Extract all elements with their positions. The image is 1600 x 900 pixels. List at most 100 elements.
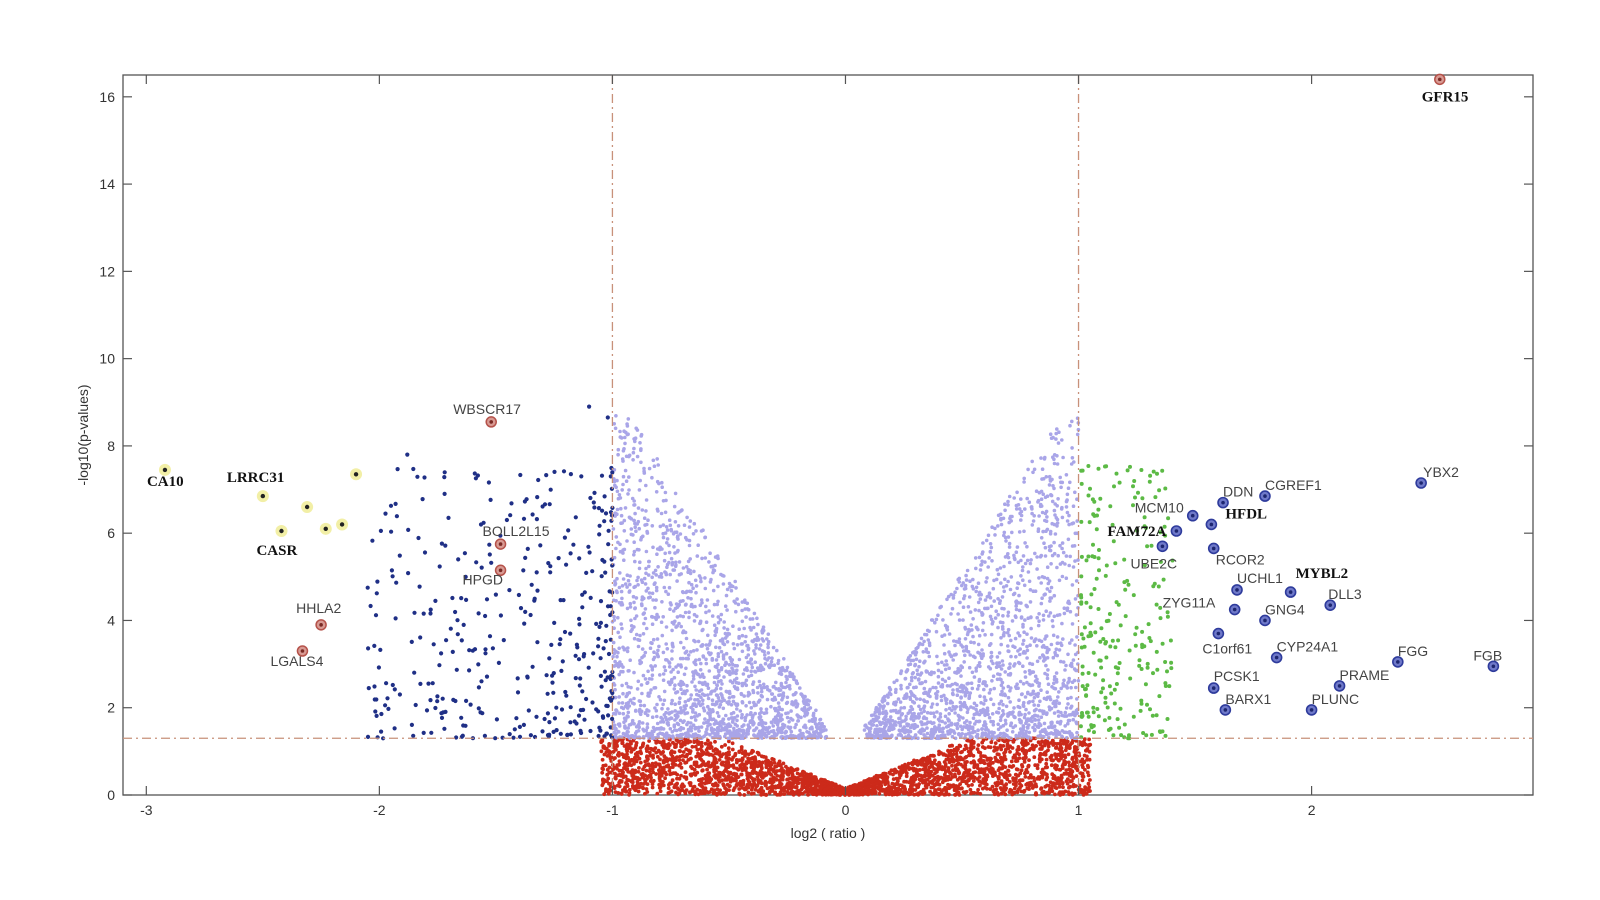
point-not-significant xyxy=(752,764,756,768)
point-not-significant xyxy=(713,757,718,762)
point-small-change xyxy=(913,675,917,680)
point-small-change xyxy=(951,658,955,662)
point-small-change xyxy=(807,719,812,723)
point-not-significant xyxy=(975,763,980,768)
point-not-significant xyxy=(740,757,744,762)
point-not-significant xyxy=(723,778,727,782)
point-not-significant xyxy=(713,775,718,780)
point-not-significant xyxy=(1081,793,1086,797)
point-not-significant xyxy=(960,750,964,754)
point-small-change xyxy=(1075,697,1079,701)
point-not-significant xyxy=(949,743,954,748)
point-not-significant xyxy=(1033,763,1038,768)
point-small-change xyxy=(1055,454,1059,458)
point-small-change xyxy=(651,598,655,602)
point-small-change xyxy=(712,623,717,627)
point-small-change xyxy=(727,696,732,700)
point-not-significant xyxy=(696,742,701,746)
point-small-change xyxy=(681,590,685,595)
point-small-change xyxy=(638,703,643,708)
point-small-change xyxy=(1014,615,1018,620)
point-not-significant xyxy=(923,784,928,788)
point-small-change xyxy=(633,511,637,516)
point-small-change xyxy=(691,532,696,536)
point-not-significant xyxy=(962,771,967,775)
point-not-significant xyxy=(993,755,998,760)
point-not-significant xyxy=(979,754,983,758)
point-not-significant xyxy=(959,757,963,761)
point-small-change xyxy=(715,665,719,670)
point-not-significant xyxy=(692,784,697,789)
point-small-change xyxy=(693,698,697,702)
point-small-change xyxy=(1043,545,1048,550)
point-small-change xyxy=(956,612,960,616)
point-not-significant xyxy=(1085,757,1089,762)
point-small-change xyxy=(708,580,713,584)
point-not-significant xyxy=(651,770,655,775)
point-small-change xyxy=(918,707,923,712)
point-small-change xyxy=(1061,660,1066,664)
point-not-significant xyxy=(1061,785,1065,790)
point-small-change xyxy=(1055,521,1060,525)
point-not-significant xyxy=(957,743,962,748)
point-small-change xyxy=(687,733,691,737)
point-not-significant xyxy=(819,785,824,790)
point-small-change xyxy=(760,694,764,699)
point-small-change xyxy=(685,689,689,693)
point-small-change xyxy=(769,720,774,724)
point-not-significant xyxy=(795,781,800,786)
point-small-change xyxy=(1040,467,1045,472)
point-not-significant xyxy=(907,766,912,770)
point-small-change xyxy=(1025,656,1029,660)
point-not-significant xyxy=(1063,789,1068,794)
point-small-change xyxy=(947,666,951,670)
point-not-significant xyxy=(772,769,776,774)
point-small-change xyxy=(766,632,771,636)
point-not-significant xyxy=(707,752,711,757)
point-small-change xyxy=(724,713,728,718)
point-small-change xyxy=(730,680,735,685)
point-small-change xyxy=(749,706,754,710)
point-small-change xyxy=(790,700,794,704)
point-small-change xyxy=(1059,485,1063,490)
point-not-significant xyxy=(773,791,777,796)
point-not-significant xyxy=(860,782,865,787)
point-small-change xyxy=(996,722,1000,727)
point-small-change xyxy=(999,699,1004,704)
point-small-change xyxy=(655,721,660,726)
point-not-significant xyxy=(641,775,645,780)
point-small-change xyxy=(644,509,648,513)
point-small-change xyxy=(674,691,678,695)
point-not-significant xyxy=(891,768,896,773)
point-small-change xyxy=(1047,548,1052,553)
point-small-change xyxy=(740,619,745,624)
point-not-significant xyxy=(996,759,1000,764)
point-not-significant xyxy=(1012,790,1017,795)
point-small-change xyxy=(632,540,636,544)
point-small-change xyxy=(642,621,646,626)
point-small-change xyxy=(1060,621,1064,626)
point-small-change xyxy=(732,678,737,682)
point-small-change xyxy=(632,553,636,557)
point-not-significant xyxy=(965,760,969,764)
point-not-significant xyxy=(617,759,622,764)
point-not-significant xyxy=(971,770,976,775)
point-small-change xyxy=(730,662,735,667)
point-not-significant xyxy=(602,746,607,751)
point-small-change xyxy=(664,642,668,646)
point-not-significant xyxy=(620,740,625,745)
point-not-significant xyxy=(1050,758,1055,763)
point-small-change xyxy=(893,720,898,724)
point-small-change xyxy=(1048,589,1052,594)
point-not-significant xyxy=(995,752,1000,757)
point-small-change xyxy=(628,698,633,703)
point-small-change xyxy=(731,642,736,646)
point-small-change xyxy=(973,556,978,560)
point-small-change xyxy=(1000,689,1004,694)
point-small-change xyxy=(655,457,659,461)
point-small-change xyxy=(700,692,705,696)
point-not-significant xyxy=(703,741,708,746)
point-not-significant xyxy=(950,756,955,761)
point-not-significant xyxy=(1074,774,1079,778)
point-not-significant xyxy=(605,779,609,784)
